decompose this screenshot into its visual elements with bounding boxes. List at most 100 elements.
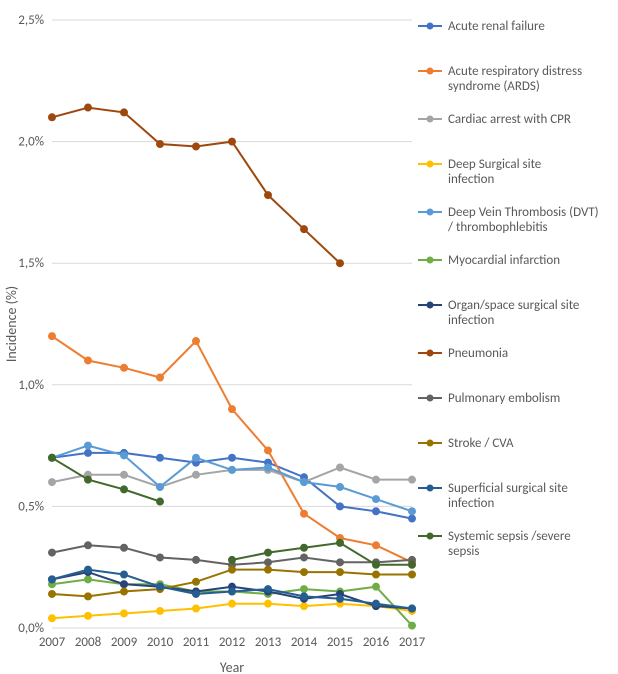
legend-swatch-marker — [427, 68, 434, 75]
series-marker — [301, 593, 308, 600]
series-marker — [409, 571, 416, 578]
series-marker — [85, 612, 92, 619]
series-marker — [121, 581, 128, 588]
series-marker — [265, 566, 272, 573]
x-ticks: 2007200820092010201120122013201420152016… — [39, 635, 426, 650]
series-marker — [193, 556, 200, 563]
legend-label: Myocardial infarction — [448, 253, 560, 268]
series-marker — [373, 496, 380, 503]
y-tick-label: 0,0% — [18, 621, 44, 636]
series-marker — [49, 549, 56, 556]
series-marker — [85, 442, 92, 449]
series-marker — [193, 471, 200, 478]
series-marker — [121, 544, 128, 551]
series-marker — [301, 226, 308, 233]
series-marker — [193, 338, 200, 345]
series-marker — [193, 605, 200, 612]
series-marker — [337, 559, 344, 566]
series-marker — [229, 138, 236, 145]
series-marker — [49, 590, 56, 597]
legend-swatch-marker — [427, 209, 434, 216]
series-marker — [121, 364, 128, 371]
y-tick-label: 2,5% — [18, 13, 44, 28]
series-marker — [409, 476, 416, 483]
x-tick-label: 2012 — [219, 635, 246, 650]
y-axis-title: Incidence (%) — [3, 286, 20, 362]
x-tick-label: 2007 — [39, 635, 66, 650]
series-marker — [373, 476, 380, 483]
x-tick-label: 2016 — [363, 635, 390, 650]
series-marker — [121, 571, 128, 578]
series-marker — [157, 454, 164, 461]
series-marker — [373, 561, 380, 568]
series-marker — [301, 479, 308, 486]
series-marker — [265, 600, 272, 607]
series-marker — [157, 374, 164, 381]
series-marker — [337, 539, 344, 546]
x-axis-title: Year — [220, 659, 244, 674]
legend-swatch-marker — [427, 161, 434, 168]
series-marker — [301, 544, 308, 551]
series-marker — [265, 586, 272, 593]
series-marker — [265, 549, 272, 556]
series-marker — [301, 510, 308, 517]
series-marker — [373, 600, 380, 607]
series-marker — [229, 566, 236, 573]
legend-swatch-marker — [427, 440, 434, 447]
y-tick-label: 1,0% — [18, 378, 44, 393]
series-marker — [229, 466, 236, 473]
series-marker — [409, 561, 416, 568]
legend-label: Pulmonary embolism — [448, 391, 560, 406]
legend-swatch-marker — [427, 533, 434, 540]
x-tick-label: 2015 — [327, 635, 353, 650]
series-marker — [301, 554, 308, 561]
legend-label: Cardiac arrest with CPR — [448, 112, 571, 127]
legend-swatch-marker — [427, 485, 434, 492]
x-tick-label: 2013 — [255, 635, 282, 650]
legend-swatch-marker — [427, 302, 434, 309]
series-marker — [157, 141, 164, 148]
series-marker — [49, 615, 56, 622]
series-marker — [49, 479, 56, 486]
series-marker — [373, 508, 380, 515]
x-tick-label: 2017 — [399, 635, 426, 650]
series-marker — [85, 542, 92, 549]
x-tick-label: 2014 — [291, 635, 318, 650]
series-marker — [121, 471, 128, 478]
series-marker — [85, 593, 92, 600]
series-marker — [265, 192, 272, 199]
series-marker — [373, 571, 380, 578]
series-marker — [265, 559, 272, 566]
series-marker — [409, 605, 416, 612]
series-marker — [337, 595, 344, 602]
legend-label: Stroke / CVA — [448, 436, 514, 451]
series-marker — [85, 566, 92, 573]
y-tick-label: 1,5% — [18, 256, 44, 271]
series-marker — [157, 583, 164, 590]
line-chart: 0,0%0,5%1,0%1,5%2,0%2,5%2007200820092010… — [0, 0, 618, 674]
series-marker — [409, 515, 416, 522]
x-tick-label: 2008 — [75, 635, 102, 650]
y-tick-label: 2,0% — [18, 135, 44, 150]
series-marker — [157, 554, 164, 561]
series-marker — [229, 588, 236, 595]
series-marker — [409, 622, 416, 629]
series-marker — [229, 454, 236, 461]
series-marker — [409, 508, 416, 515]
series-marker — [121, 452, 128, 459]
series-marker — [157, 483, 164, 490]
legend-swatch-marker — [427, 257, 434, 264]
series-marker — [337, 503, 344, 510]
legend-label: Pneumonia — [448, 346, 508, 361]
series-marker — [157, 607, 164, 614]
series-marker — [49, 114, 56, 121]
series-marker — [121, 588, 128, 595]
legend-swatch-marker — [427, 395, 434, 402]
series-marker — [373, 542, 380, 549]
series-marker — [193, 578, 200, 585]
series-marker — [49, 576, 56, 583]
series-marker — [301, 586, 308, 593]
series-marker — [157, 498, 164, 505]
series-marker — [229, 556, 236, 563]
series-marker — [193, 143, 200, 150]
